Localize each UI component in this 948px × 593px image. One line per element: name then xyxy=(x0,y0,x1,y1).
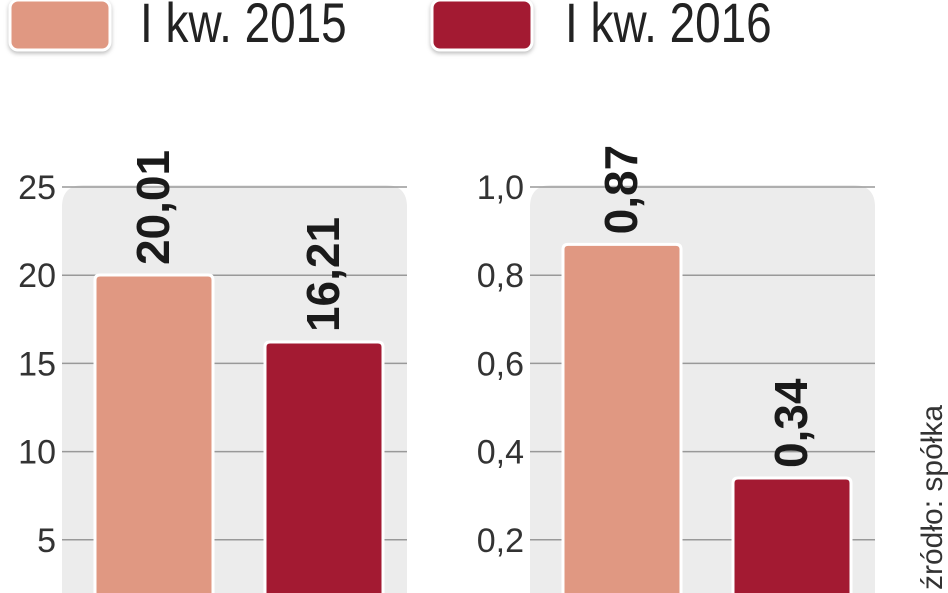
y-tick-label: 25 xyxy=(18,169,56,207)
bar-1-2 xyxy=(263,340,385,593)
legend-label-1: I kw. 2015 xyxy=(140,0,347,54)
source-note: źródło: spółka xyxy=(916,405,948,590)
legend-swatch-2 xyxy=(430,0,534,52)
legend-swatch-1 xyxy=(8,0,112,52)
y-tick-label: 5 xyxy=(37,522,56,560)
y-tick-label: 0,4 xyxy=(477,434,524,472)
bar-2-2 xyxy=(731,476,853,593)
data-label: 16,21 xyxy=(297,217,349,332)
y-tick-label: 0,8 xyxy=(477,257,524,295)
y-tick-label: 0,6 xyxy=(477,345,524,383)
bar-2-1 xyxy=(561,242,683,593)
data-label: 0,34 xyxy=(765,378,817,468)
data-label: 0,87 xyxy=(595,145,647,235)
legend-label-2: I kw. 2016 xyxy=(565,0,772,54)
y-tick-label: 10 xyxy=(18,434,56,472)
y-tick-label: 15 xyxy=(18,345,56,383)
data-label: 20,01 xyxy=(127,150,179,265)
y-tick-label: 20 xyxy=(18,257,56,295)
y-tick-label: 0,2 xyxy=(477,522,524,560)
bar-1-1 xyxy=(93,273,215,593)
y-tick-label: 1,0 xyxy=(477,169,524,207)
